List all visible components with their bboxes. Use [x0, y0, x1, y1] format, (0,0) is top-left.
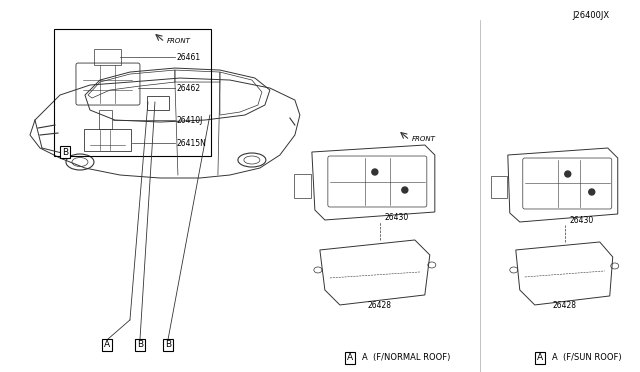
Circle shape [564, 171, 571, 177]
Text: 26462: 26462 [177, 84, 201, 93]
Text: A  (F/SUN ROOF): A (F/SUN ROOF) [552, 353, 621, 362]
Circle shape [402, 187, 408, 193]
Text: A  (F/NORMAL ROOF): A (F/NORMAL ROOF) [362, 353, 450, 362]
Text: 26428: 26428 [553, 301, 577, 310]
Text: FRONT: FRONT [167, 38, 191, 44]
Text: B: B [137, 340, 143, 349]
Text: 26415N: 26415N [177, 138, 207, 148]
Text: 26430: 26430 [385, 213, 409, 222]
Text: 26430: 26430 [570, 216, 594, 225]
Text: A: A [537, 353, 543, 362]
Text: B: B [62, 148, 68, 157]
Text: J26400JX: J26400JX [573, 11, 610, 20]
Circle shape [589, 189, 595, 195]
Text: B: B [165, 340, 171, 349]
Text: 26428: 26428 [368, 301, 392, 310]
Text: 26410J: 26410J [177, 116, 204, 125]
Text: FRONT: FRONT [412, 136, 436, 142]
Circle shape [372, 169, 378, 175]
Text: A: A [104, 340, 110, 349]
Text: A: A [347, 353, 353, 362]
Text: 26461: 26461 [177, 52, 201, 61]
